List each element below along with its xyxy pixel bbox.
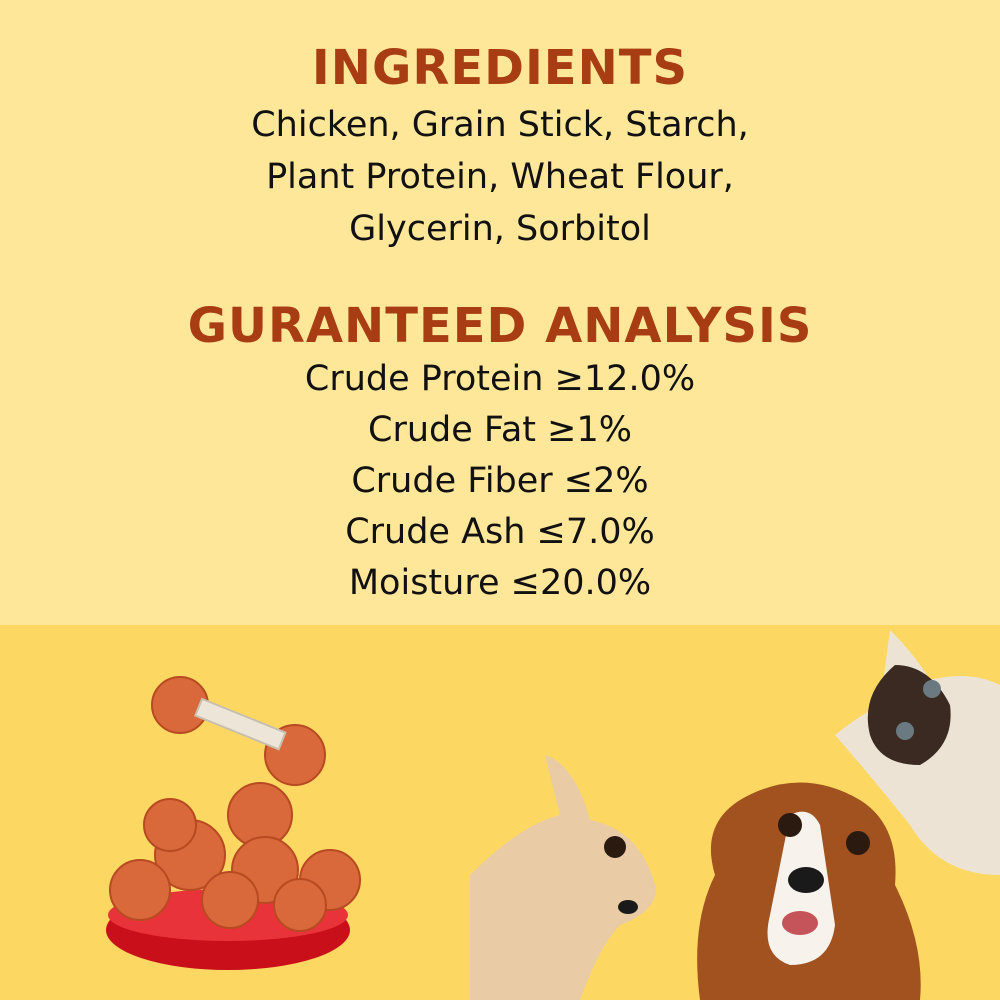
treats-bowl-image (106, 676, 361, 970)
pets-and-treats-illustration (106, 630, 1000, 1000)
analysis-list: Crude Protein ≥12.0% Crude Fat ≥1% Crude… (0, 354, 1000, 609)
info-panel: INGREDIENTS Chicken, Grain Stick, Starch… (0, 0, 1000, 625)
ingredients-line: Chicken, Grain Stick, Starch, (251, 105, 749, 145)
analysis-line: Crude Ash ≤7.0% (345, 512, 655, 552)
ingredients-heading: INGREDIENTS (311, 40, 689, 96)
analysis-line: Crude Fiber ≤2% (351, 461, 649, 501)
analysis-heading: GURANTEED ANALYSIS (187, 298, 813, 354)
ingredients-list: Chicken, Grain Stick, Starch, Plant Prot… (0, 99, 1000, 255)
siamese-cat-image (835, 630, 1000, 875)
chihuahua-image (470, 755, 656, 1000)
spaniel-dog-image (697, 782, 921, 1000)
ingredients-line: Plant Protein, Wheat Flour, (266, 157, 734, 197)
analysis-line: Moisture ≤20.0% (348, 563, 652, 603)
ingredients-line: Glycerin, Sorbitol (349, 209, 651, 249)
analysis-line: Crude Protein ≥12.0% (304, 359, 696, 399)
analysis-line: Crude Fat ≥1% (368, 410, 632, 450)
